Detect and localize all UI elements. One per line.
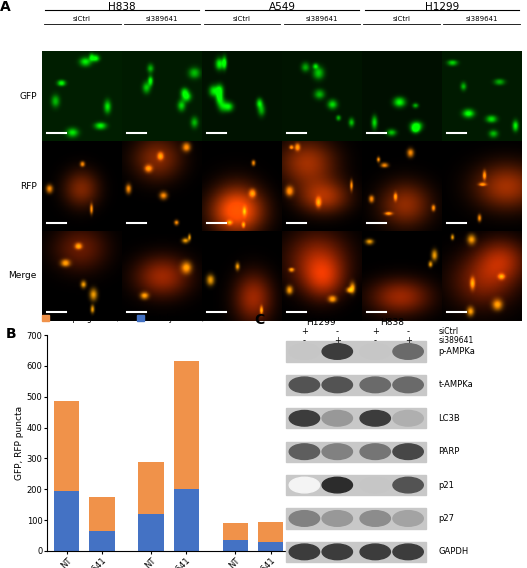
Ellipse shape [360, 511, 391, 527]
Bar [286, 542, 426, 562]
Ellipse shape [322, 444, 353, 460]
Ellipse shape [393, 411, 423, 426]
Bar [89, 531, 114, 551]
Text: +: + [405, 336, 412, 345]
Text: +: + [334, 336, 341, 345]
Text: C: C [254, 314, 264, 327]
Text: H1299: H1299 [425, 2, 459, 11]
Ellipse shape [393, 511, 423, 527]
Text: A549: A549 [268, 2, 296, 11]
Text: siCtrl: siCtrl [438, 327, 458, 336]
Bar [173, 361, 199, 489]
Ellipse shape [393, 544, 423, 559]
Text: t-AMPKa: t-AMPKa [438, 381, 473, 390]
Ellipse shape [322, 411, 353, 426]
Ellipse shape [322, 477, 353, 493]
Bar [286, 508, 426, 529]
Bar [286, 341, 426, 362]
Ellipse shape [289, 411, 319, 426]
Ellipse shape [360, 544, 391, 559]
Bar [286, 375, 426, 395]
Text: -: - [374, 336, 377, 345]
Ellipse shape [289, 544, 319, 559]
Bar [258, 521, 283, 542]
Bar [286, 475, 426, 495]
Text: p27: p27 [438, 514, 454, 523]
Text: siCtrl: siCtrl [73, 16, 91, 22]
Bar [223, 523, 248, 540]
Text: GAPDH: GAPDH [438, 548, 469, 557]
Bar [258, 542, 283, 551]
Text: PARP: PARP [438, 447, 460, 456]
Ellipse shape [360, 344, 391, 360]
Bar [173, 489, 199, 551]
Ellipse shape [393, 377, 423, 392]
Y-axis label: GFP, RFP puncta: GFP, RFP puncta [15, 406, 24, 480]
Ellipse shape [322, 344, 353, 360]
Text: si389641: si389641 [438, 336, 474, 345]
Text: -: - [303, 336, 306, 345]
Ellipse shape [360, 477, 391, 493]
Text: siCtrl: siCtrl [233, 16, 251, 22]
Text: -: - [336, 327, 339, 336]
Text: H1299: H1299 [306, 318, 336, 327]
Text: si389641: si389641 [465, 16, 498, 22]
Ellipse shape [289, 511, 319, 527]
Text: p21: p21 [438, 481, 454, 490]
Ellipse shape [393, 344, 423, 360]
Ellipse shape [289, 477, 319, 493]
Text: +: + [372, 327, 379, 336]
Text: A: A [0, 0, 11, 14]
Text: si389641: si389641 [306, 16, 338, 22]
Ellipse shape [289, 344, 319, 360]
Text: -: - [407, 327, 409, 336]
Ellipse shape [393, 477, 423, 493]
Legend: autophagosome/cell, autolysosome/cell: autophagosome/cell, autolysosome/cell [39, 311, 222, 326]
Bar [54, 402, 80, 491]
Text: +: + [301, 327, 308, 336]
Text: RFP: RFP [20, 182, 37, 191]
Text: si389641: si389641 [146, 16, 178, 22]
Bar [139, 462, 164, 514]
Ellipse shape [360, 411, 391, 426]
Bar [286, 441, 426, 462]
Ellipse shape [360, 444, 391, 460]
Ellipse shape [289, 377, 319, 392]
Text: siCtrl: siCtrl [393, 16, 411, 22]
Text: GFP: GFP [19, 92, 37, 101]
Text: H838: H838 [379, 318, 404, 327]
Text: H838: H838 [108, 2, 136, 11]
Ellipse shape [322, 377, 353, 392]
Bar [286, 408, 426, 428]
Text: p-AMPKa: p-AMPKa [438, 347, 475, 356]
Text: B: B [5, 327, 16, 341]
Text: Merge: Merge [8, 272, 37, 280]
Ellipse shape [322, 544, 353, 559]
Bar [223, 540, 248, 551]
Bar [89, 497, 114, 531]
Ellipse shape [322, 511, 353, 527]
Bar [54, 491, 80, 551]
Bar [139, 514, 164, 551]
Ellipse shape [360, 377, 391, 392]
Text: LC3B: LC3B [438, 414, 460, 423]
Ellipse shape [393, 444, 423, 460]
Ellipse shape [289, 444, 319, 460]
